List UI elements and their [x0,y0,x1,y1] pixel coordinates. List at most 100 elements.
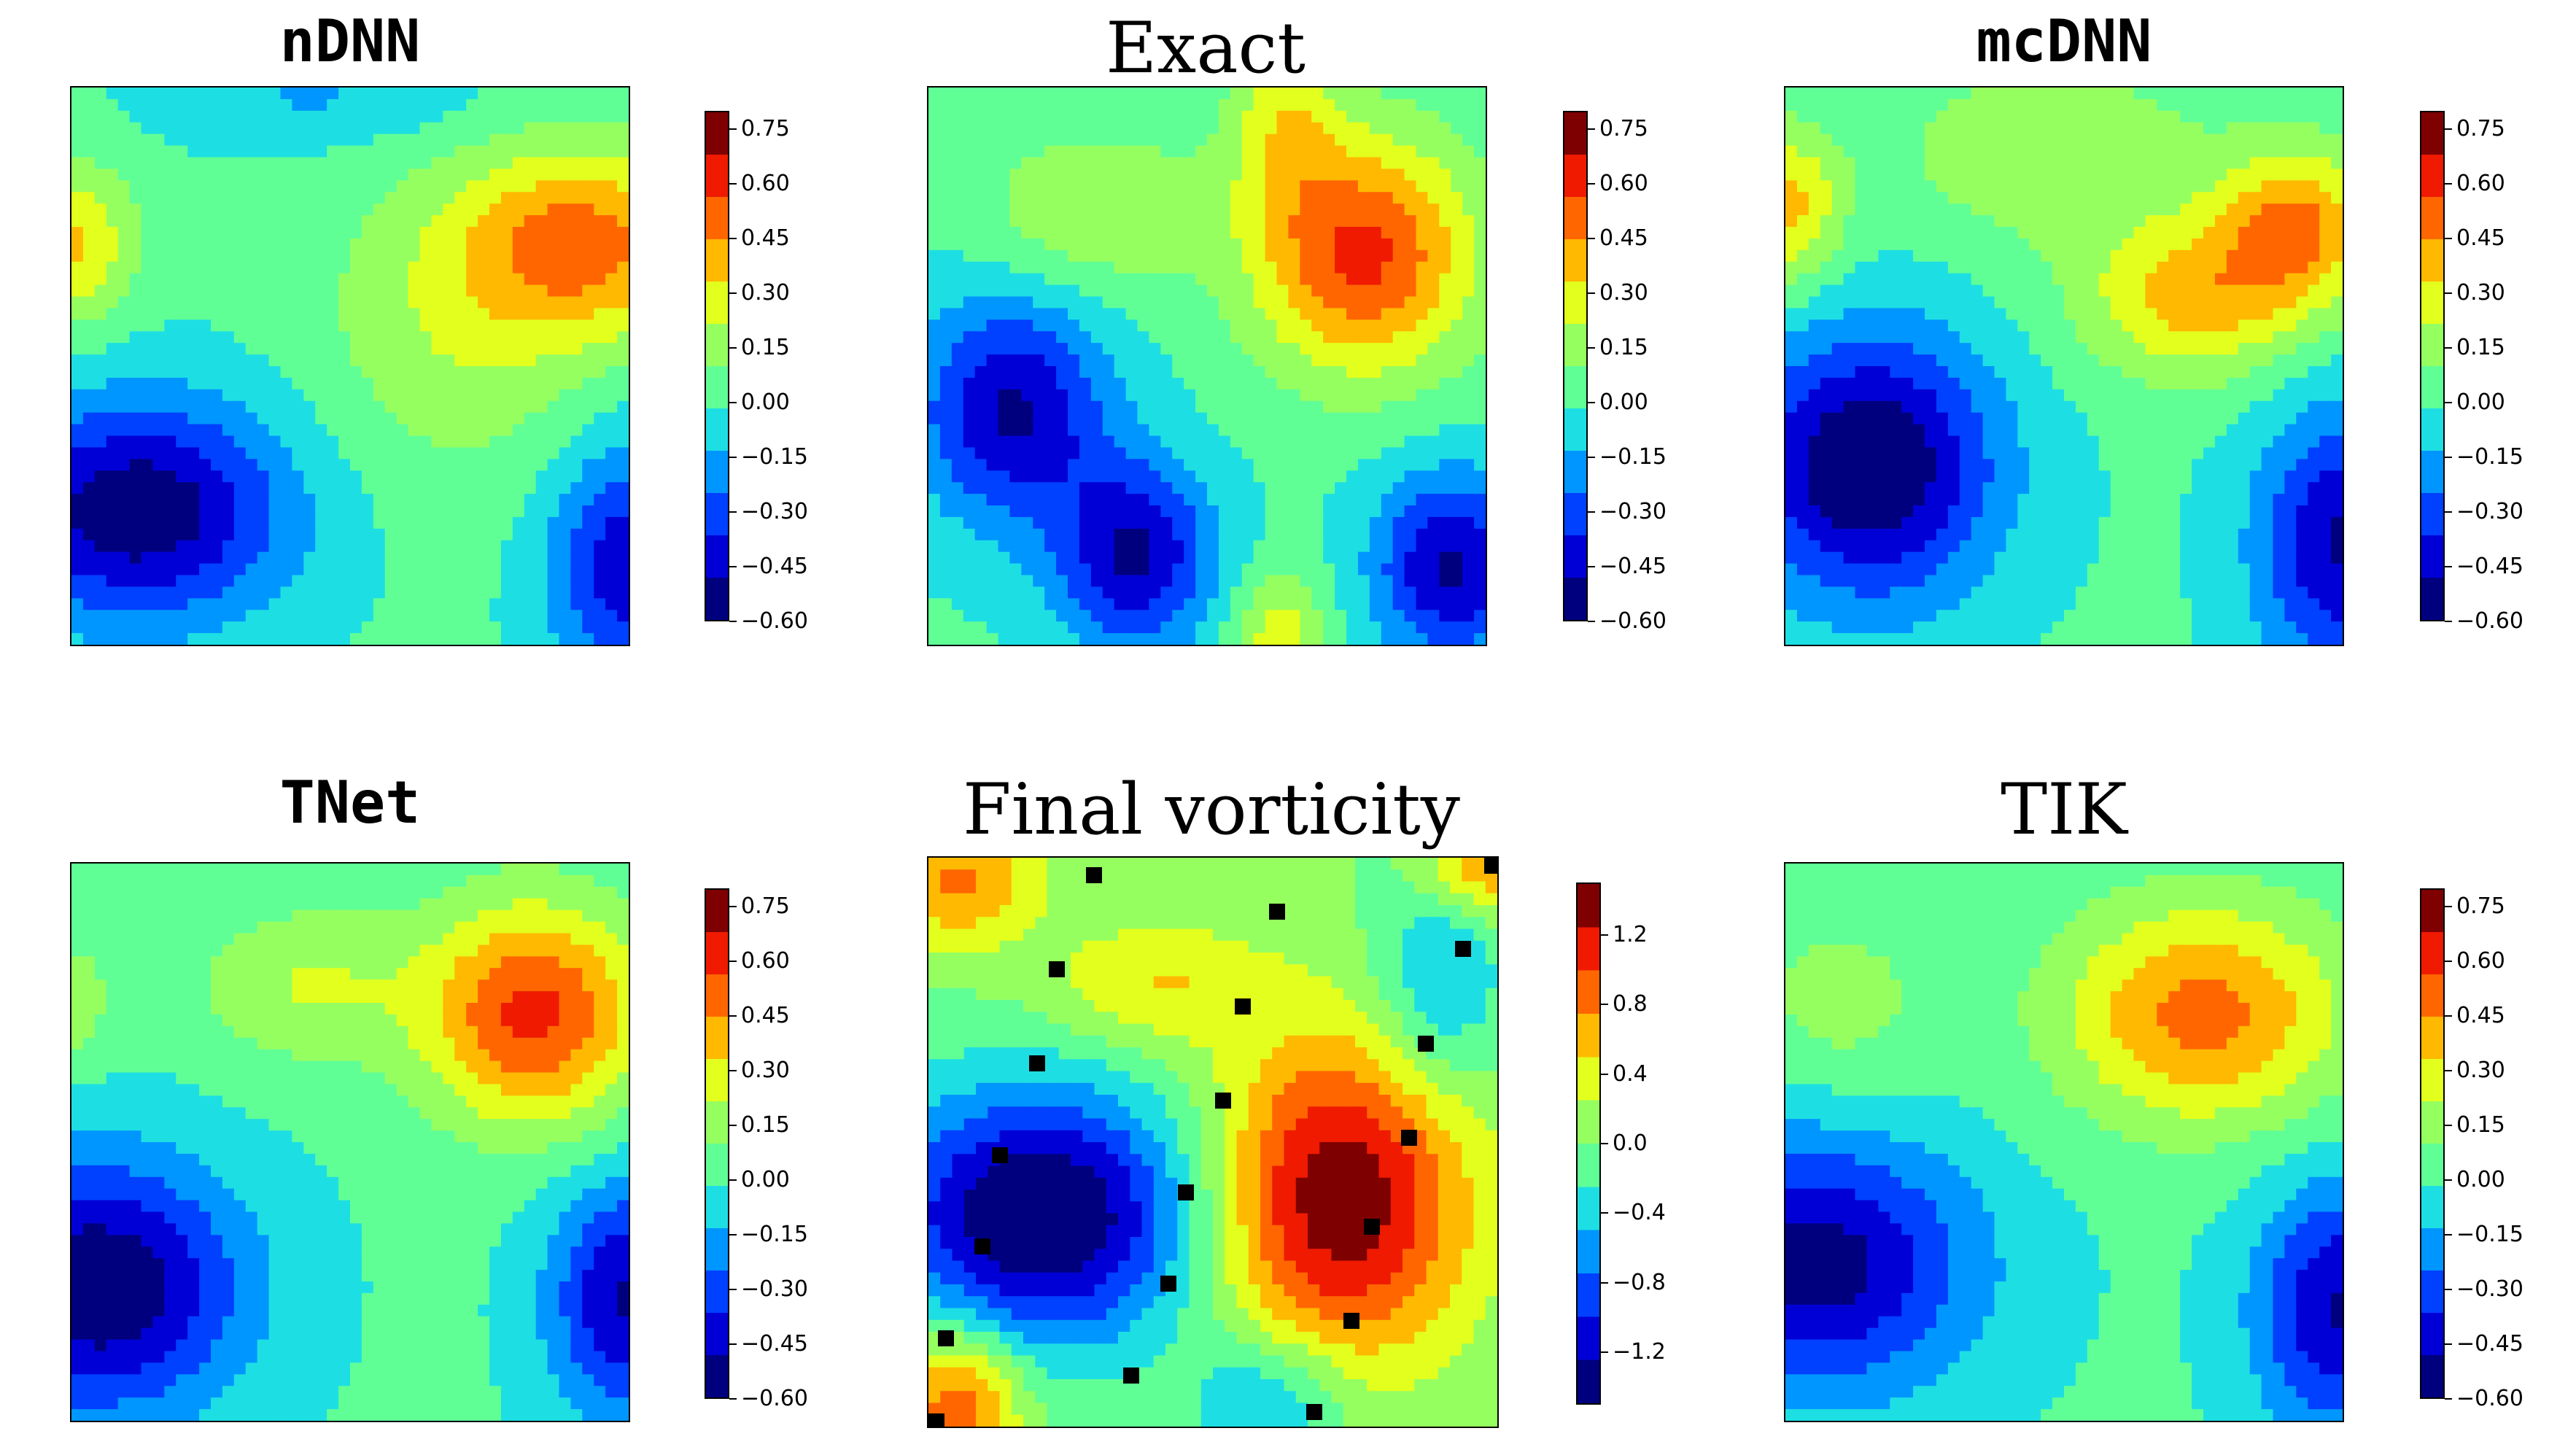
heatmap-cell [315,145,327,158]
heatmap-cell [582,308,595,321]
heatmap-cell [1335,133,1347,147]
heatmap-cell [327,424,339,437]
heatmap-cell [1439,482,1452,494]
heatmap-cell [1021,610,1034,622]
heatmap-cell [1137,470,1150,483]
heatmap-cell [1474,586,1486,600]
heatmap-cell [535,563,548,576]
heatmap-cell [327,412,339,425]
heatmap-cell [478,575,490,588]
heatmap-cell [315,192,327,204]
heatmap-cell [939,598,953,611]
heatmap-cell [478,319,490,333]
heatmap-cell [373,319,386,333]
heatmap-cell [489,319,502,333]
heatmap-cell [187,586,200,600]
heatmap-cell [939,563,953,576]
heatmap-cell [1218,598,1231,611]
heatmap-cell [570,110,583,123]
heatmap-cell [547,412,560,425]
heatmap-cell [1404,110,1417,123]
heatmap-cell [998,238,1011,251]
heatmap-cell [396,122,409,135]
heatmap-cell [1855,98,1868,112]
heatmap-cell [1079,133,1092,147]
heatmap-cell [1207,424,1219,437]
heatmap-cell [2145,133,2158,147]
heatmap-cell [327,575,339,588]
heatmap-cell [986,540,999,553]
heatmap-cell [71,145,84,158]
heatmap-cell [1218,633,1231,645]
heatmap-cell [1416,412,1429,425]
heatmap-cell [617,586,629,600]
heatmap-cell [928,516,941,529]
heatmap-cell [963,354,976,367]
heatmap-cell [1218,227,1231,239]
heatmap-cell [570,88,583,100]
heatmap-cell [1843,110,1856,123]
heatmap-cell [2087,122,2100,135]
heatmap-cell [396,273,409,286]
heatmap-cell [1207,400,1219,414]
heatmap-cell [1936,98,1949,112]
heatmap-cell [222,528,235,541]
heatmap-cell [280,412,293,425]
heatmap-cell [1241,227,1254,239]
colorbar-tick-label: 0.45 [1599,225,1648,251]
heatmap-cell [524,424,537,437]
heatmap-cell [443,98,456,112]
heatmap-cell [187,528,200,541]
heatmap-cell [268,540,282,553]
heatmap-cell [466,482,478,494]
heatmap-cell [117,621,131,634]
heatmap-cell [1090,227,1103,239]
heatmap-cell [2122,110,2135,123]
heatmap-cell [303,308,317,321]
heatmap-cell [164,505,177,518]
heatmap-cell [1335,377,1347,390]
heatmap-cell [559,227,572,239]
heatmap-cell [951,110,964,123]
heatmap-cell [315,435,327,449]
heatmap-cell [1866,110,1879,123]
heatmap-cell [1427,389,1440,402]
heatmap-cell [1184,331,1196,344]
heatmap-cell [268,98,282,112]
heatmap-cell [233,157,247,170]
heatmap-cell [280,180,293,193]
heatmap-cell [1137,563,1150,576]
heatmap-cell [1102,528,1115,541]
heatmap-cell [582,203,595,216]
heatmap-cell [384,494,397,506]
heatmap-cell [1056,98,1068,112]
heatmap-cell [951,424,964,437]
heatmap-cell [998,273,1011,286]
heatmap-cell [512,319,525,333]
heatmap-cell [512,586,525,600]
heatmap-cell [1288,366,1301,379]
heatmap-cell [1381,470,1394,483]
heatmap-cell [1335,400,1347,414]
heatmap-cell [1102,540,1115,553]
heatmap-cell [141,261,154,274]
heatmap-cell [1785,168,1798,182]
heatmap-cell [928,273,941,286]
heatmap-cell [338,563,351,576]
heatmap-cell [939,273,953,286]
heatmap-cell [2157,98,2170,112]
heatmap-cell [617,319,629,333]
heatmap-cell [408,400,421,414]
heatmap-cell [559,308,572,321]
heatmap-cell [1114,435,1127,449]
heatmap-cell [2075,122,2088,135]
heatmap-cell [1427,215,1440,228]
heatmap-cell [1427,203,1440,216]
heatmap-cell [1311,551,1324,565]
heatmap-cell [2192,145,2204,158]
heatmap-cell [478,203,490,216]
heatmap-cell [1416,621,1429,634]
heatmap-cell [1346,528,1359,541]
heatmap-cell [1218,168,1231,182]
heatmap-cell [1335,621,1347,634]
